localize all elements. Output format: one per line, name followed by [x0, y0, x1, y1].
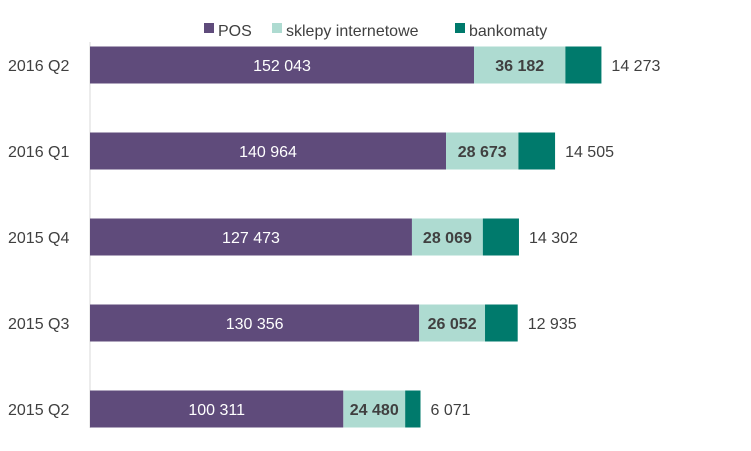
legend: POS sklepy internetowe bankomaty [204, 23, 547, 40]
bar-3-0 [90, 304, 420, 342]
legend-swatch-2 [455, 23, 465, 33]
bar-4-0 [90, 390, 344, 428]
bar-1-1 [446, 132, 519, 170]
bar-1-2 [518, 132, 556, 170]
legend-label-1: sklepy internetowe [286, 23, 419, 40]
data-label-1-1: 28 673 [458, 144, 507, 161]
data-labels: 152 043 36 182 14 273 140 964 28 673 14 505 12… [188, 58, 660, 419]
data-label-0-0: 152 043 [253, 58, 311, 75]
data-label-0-2: 14 273 [611, 58, 660, 75]
bar-0-1 [474, 46, 566, 84]
bar-3-1 [419, 304, 486, 342]
bar-3-2 [485, 304, 518, 342]
category-label-3: 2015 Q3 [8, 316, 69, 333]
data-label-3-1: 26 052 [428, 316, 477, 333]
legend-swatch-1 [272, 23, 282, 33]
category-label-4: 2015 Q2 [8, 402, 69, 419]
bar-4-1 [343, 390, 406, 428]
bar-2-2 [482, 218, 519, 256]
data-label-2-2: 14 302 [529, 230, 578, 247]
category-label-0: 2016 Q2 [8, 58, 69, 75]
bars [90, 46, 602, 428]
bar-0-2 [565, 46, 602, 84]
legend-label-2: bankomaty [469, 23, 547, 40]
bar-1-0 [90, 132, 447, 170]
data-label-4-1: 24 480 [350, 402, 399, 419]
bar-0-0 [90, 46, 474, 84]
category-label-2: 2015 Q4 [8, 230, 69, 247]
data-label-0-1: 36 182 [495, 58, 544, 75]
data-label-2-1: 28 069 [423, 230, 472, 247]
bar-2-1 [411, 218, 483, 256]
category-labels: 2016 Q2 2016 Q1 2015 Q4 2015 Q3 2015 Q2 [8, 58, 69, 419]
legend-label-0: POS [218, 23, 252, 40]
data-label-2-0: 127 473 [222, 230, 280, 247]
data-label-1-0: 140 964 [239, 144, 297, 161]
data-label-4-2: 6 071 [431, 402, 471, 419]
legend-swatch-0 [204, 23, 214, 33]
data-label-3-0: 130 356 [226, 316, 284, 333]
bar-4-2 [405, 390, 421, 428]
data-label-1-2: 14 505 [565, 144, 614, 161]
bar-2-0 [90, 218, 412, 256]
data-label-4-0: 100 311 [188, 402, 245, 419]
category-label-1: 2016 Q1 [8, 144, 69, 161]
data-label-3-2: 12 935 [528, 316, 577, 333]
